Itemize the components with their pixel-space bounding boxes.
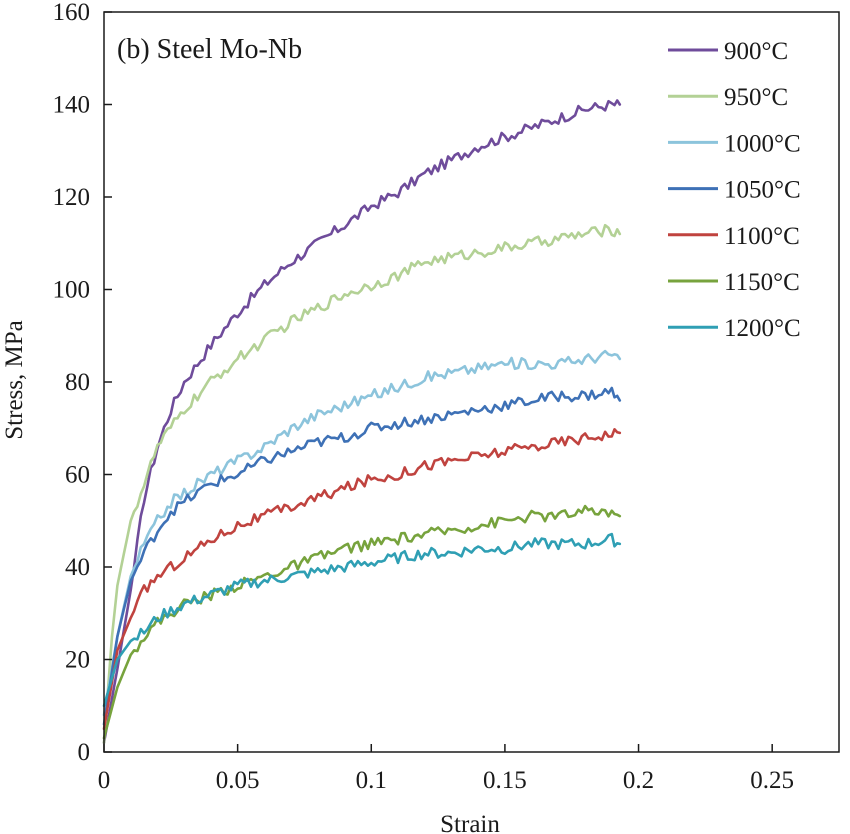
series-line-1050c	[102, 386, 622, 726]
legend: 900°C 950°C 1000°C 1050°C 1100°C 1150°C 1200°C	[668, 38, 801, 342]
x-axis-title: Strain	[440, 811, 500, 834]
series-line-1000c	[102, 349, 622, 717]
y-tick-label: 160	[53, 0, 91, 26]
y-tick-label: 20	[65, 647, 90, 674]
x-tick-label: 0.05	[216, 767, 260, 794]
legend-label: 1050°C	[724, 177, 801, 204]
y-tick-label: 80	[65, 369, 90, 396]
y-tick-label: 140	[53, 92, 91, 119]
y-tick-label: 100	[53, 277, 91, 304]
legend-label: 1200°C	[724, 315, 801, 342]
y-tick-label: 0	[78, 739, 91, 766]
legend-label: 900°C	[724, 38, 788, 65]
series-line-1100c	[102, 428, 622, 731]
legend-label: 1000°C	[724, 130, 801, 157]
y-tick-label: 60	[65, 462, 90, 489]
x-tick-label: 0.25	[750, 767, 794, 794]
y-axis-title: Stress, MPa	[1, 320, 28, 439]
x-tick-label: 0.1	[356, 767, 387, 794]
series-line-950c	[102, 223, 622, 745]
legend-label: 1100°C	[724, 223, 800, 250]
series-line-1200c	[102, 532, 622, 708]
x-tick-label: 0	[98, 767, 111, 794]
axis-ticks: 0 20 40 60 80 100 120 140 160 0 0.05 0.1 0.15 0.2 0.25	[53, 0, 795, 794]
chart-title: (b) Steel Mo-Nb	[117, 34, 302, 65]
series-lines	[102, 99, 622, 745]
x-tick-label: 0.2	[623, 767, 654, 794]
y-tick-label: 120	[53, 184, 91, 211]
y-tick-label: 40	[65, 554, 90, 581]
x-tick-label: 0.15	[483, 767, 527, 794]
legend-label: 950°C	[724, 84, 788, 111]
legend-label: 1150°C	[724, 269, 800, 296]
series-line-900c	[102, 99, 622, 745]
